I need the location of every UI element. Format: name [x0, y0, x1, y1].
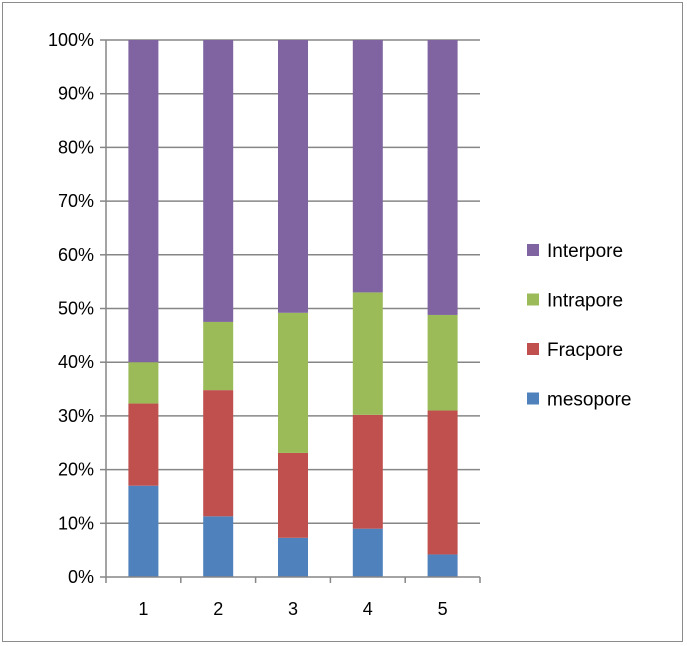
- x-tick-label: 5: [438, 599, 448, 619]
- x-tick-label: 2: [213, 599, 223, 619]
- bar-segment-intrapore: [352, 292, 383, 415]
- legend-label-mesopore: mesopore: [547, 390, 632, 411]
- y-tick-label: 100%: [48, 30, 94, 50]
- bars: [128, 40, 458, 577]
- bar-segment-interpore: [128, 40, 159, 363]
- legend-swatch-intrapore: [527, 293, 539, 306]
- bar-segment-fracpore: [352, 414, 383, 529]
- y-tick-label: 70%: [58, 191, 94, 211]
- bar-segment-mesopore: [128, 485, 159, 577]
- y-tick-label: 30%: [58, 406, 94, 426]
- legend-label-intrapore: Intrapore: [547, 291, 623, 312]
- bar-segment-fracpore: [427, 410, 458, 555]
- bar-segment-interpore: [278, 40, 308, 313]
- bar-segment-mesopore: [352, 528, 383, 577]
- legend-label-interpore: Interpore: [547, 241, 623, 262]
- legend-swatch-interpore: [527, 244, 539, 256]
- legend-label-fracpore: Fracpore: [547, 340, 623, 361]
- y-tick-label: 90%: [58, 84, 94, 104]
- y-tick-label: 40%: [58, 352, 94, 372]
- bar-segment-fracpore: [203, 390, 234, 517]
- y-tick-label: 60%: [58, 245, 94, 265]
- legend: Interpore Intrapore Fracpore mesopore: [527, 241, 632, 411]
- y-tick-label: 50%: [58, 299, 94, 319]
- bar-segment-mesopore: [203, 516, 234, 577]
- bar-segment-fracpore: [128, 403, 159, 486]
- bar-segment-interpore: [203, 40, 234, 322]
- bar-segment-interpore: [427, 40, 458, 315]
- bar-segment-intrapore: [278, 312, 308, 453]
- legend-swatch-mesopore: [527, 392, 539, 405]
- y-tick-labels: 0% 10% 20% 30% 40% 50% 60% 70% 80% 90% 100%: [48, 30, 94, 587]
- x-tick-label: 1: [138, 599, 148, 619]
- axes: [100, 39, 481, 583]
- y-tick-label: 10%: [58, 513, 94, 533]
- x-tick-labels: 1 2 3 4 5: [138, 599, 447, 619]
- y-tick-label: 20%: [58, 460, 94, 480]
- x-tick-label: 3: [288, 599, 298, 619]
- bar-segment-interpore: [352, 40, 383, 293]
- bar-segment-mesopore: [427, 554, 458, 577]
- bar-segment-intrapore: [128, 362, 159, 404]
- bar-segment-intrapore: [427, 314, 458, 411]
- y-tick-label: 0%: [68, 567, 94, 587]
- x-tick-label: 4: [363, 599, 373, 619]
- bar-segment-intrapore: [203, 321, 234, 391]
- bar-segment-fracpore: [278, 452, 308, 538]
- y-tick-label: 80%: [58, 137, 94, 157]
- legend-swatch-fracpore: [527, 343, 539, 355]
- bar-segment-mesopore: [278, 537, 308, 577]
